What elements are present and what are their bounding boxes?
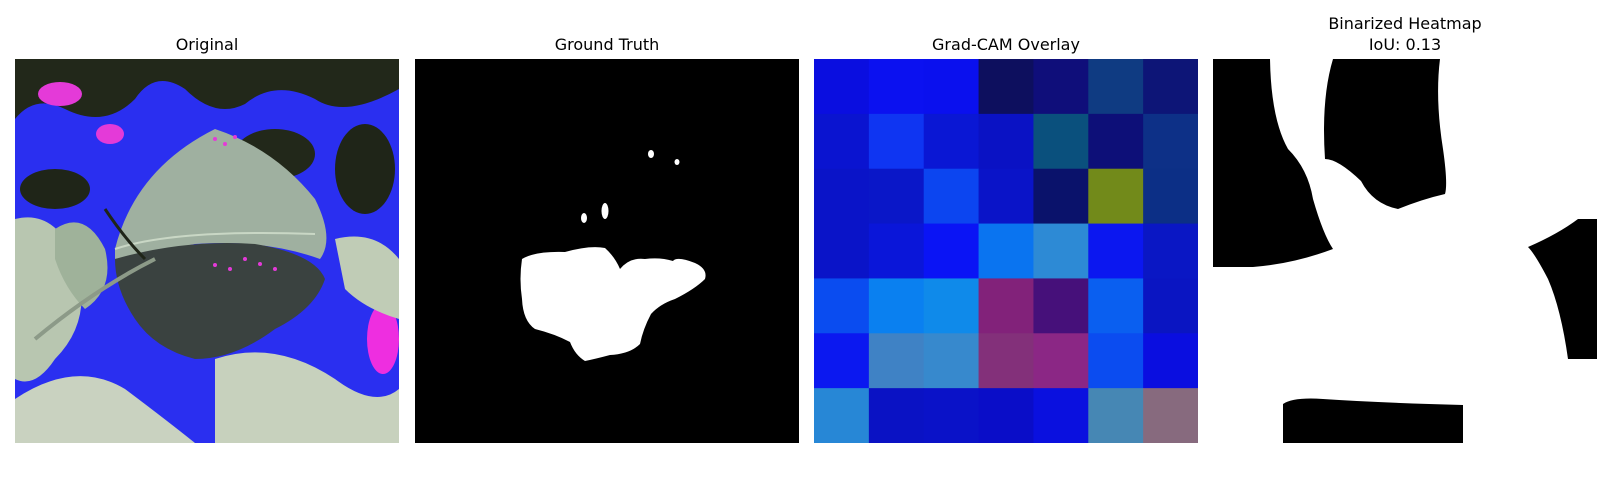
- gradcam-cell: [1033, 333, 1089, 389]
- gradcam-cell: [868, 168, 925, 225]
- panel-subtitle-iou: IoU: 0.13: [1368, 35, 1442, 54]
- gradcam-cell: [814, 333, 870, 389]
- gradcam-cell: [978, 278, 1034, 334]
- gradcam-cell: [1033, 388, 1089, 443]
- binarized-heatmap: [1213, 59, 1597, 443]
- gradcam-cell: [1033, 223, 1089, 279]
- gradcam-cell: [978, 168, 1034, 225]
- gradcam-cell: [814, 59, 870, 115]
- gradcam-cell: [1033, 168, 1089, 225]
- gradcam-cell: [1088, 333, 1144, 389]
- gradcam-cell: [978, 113, 1034, 170]
- gradcam-cell: [1088, 278, 1144, 334]
- gradcam-cell: [814, 278, 870, 334]
- gradcam-cell: [868, 113, 925, 170]
- gradcam-cell: [923, 278, 980, 334]
- gradcam-cell: [1088, 223, 1144, 279]
- gradcam-cell: [1143, 278, 1198, 334]
- gradcam-cell: [868, 388, 925, 443]
- gradcam-cell: [923, 59, 980, 115]
- gradcam-cell: [868, 59, 925, 115]
- gradcam-cell: [1033, 113, 1089, 170]
- gradcam-cell: [1033, 278, 1089, 334]
- gradcam-cell: [1088, 59, 1144, 115]
- gradcam-cell: [923, 223, 980, 279]
- gradcam-cell: [1033, 59, 1089, 115]
- panel-title-binarized-heatmap: Binarized Heatmap: [1328, 14, 1482, 33]
- original-image: [15, 59, 399, 443]
- gradcam-cell: [1143, 388, 1198, 443]
- panel-title-original: Original: [175, 35, 239, 54]
- gradcam-cell: [814, 223, 870, 279]
- gradcam-cell: [814, 168, 870, 225]
- gradcam-cell: [1143, 223, 1198, 279]
- ground-truth-mask: [415, 59, 799, 443]
- gradcam-cell: [814, 388, 870, 443]
- gradcam-cell: [923, 168, 980, 225]
- gradcam-cell: [923, 113, 980, 170]
- gradcam-cell: [1143, 168, 1198, 225]
- gradcam-cell: [978, 59, 1034, 115]
- gradcam-cell: [868, 223, 925, 279]
- gradcam-cell: [1088, 113, 1144, 170]
- gradcam-cell: [1088, 168, 1144, 225]
- gradcam-cell: [978, 223, 1034, 279]
- gradcam-cell: [923, 333, 980, 389]
- gradcam-cell: [1143, 113, 1198, 170]
- gradcam-cell: [1088, 388, 1144, 443]
- gradcam-overlay-grid: [814, 59, 1198, 443]
- panel-title-ground-truth: Ground Truth: [554, 35, 660, 54]
- gradcam-cell: [868, 333, 925, 389]
- gradcam-cell: [1143, 333, 1198, 389]
- gradcam-cell: [978, 333, 1034, 389]
- panel-title-gradcam-overlay: Grad-CAM Overlay: [932, 35, 1080, 54]
- gradcam-cell: [868, 278, 925, 334]
- gradcam-cell: [923, 388, 980, 443]
- gradcam-cell: [1143, 59, 1198, 115]
- gradcam-cell: [978, 388, 1034, 443]
- gradcam-cell: [814, 113, 870, 170]
